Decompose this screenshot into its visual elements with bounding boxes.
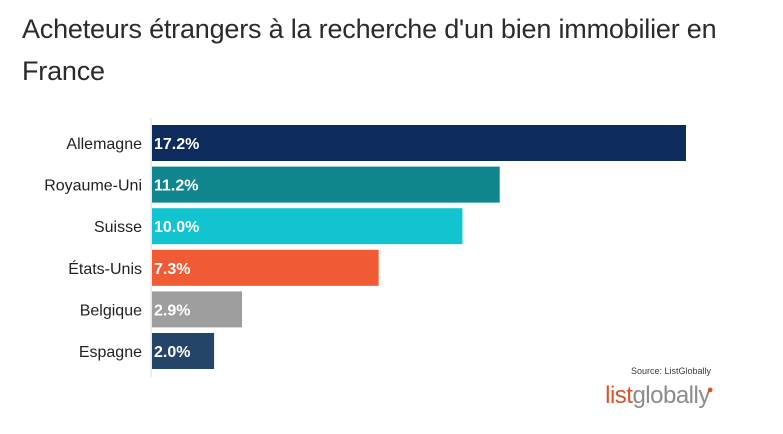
category-label-5: Espagne <box>79 344 142 361</box>
value-label-1: 11.2% <box>154 178 198 195</box>
category-label-1: Royaume-Uni <box>44 178 142 195</box>
source-note: Source: ListGlobally <box>630 366 711 376</box>
bar-3 <box>152 249 379 286</box>
logo-text-globally: globally <box>632 382 710 409</box>
location-pin-icon: ● <box>706 384 714 396</box>
chart-title: Acheteurs étrangers à la recherche d'un … <box>22 14 717 86</box>
logo-text-list: list <box>605 382 633 409</box>
bar-5 <box>152 333 215 369</box>
bar-2 <box>152 208 463 245</box>
bar-4 <box>152 291 243 328</box>
category-label-0: Allemagne <box>66 136 142 153</box>
value-label-3: 7.3% <box>154 261 190 278</box>
value-label-5: 2.0% <box>154 344 190 361</box>
bar-0 <box>152 125 686 161</box>
value-label-2: 10.0% <box>154 219 199 236</box>
value-label-0: 17.2% <box>154 136 199 153</box>
bar-1 <box>152 166 500 203</box>
value-label-4: 2.9% <box>154 302 190 319</box>
category-label-2: Suisse <box>94 219 142 236</box>
category-label-3: États-Unis <box>68 259 142 278</box>
category-label-4: Belgique <box>80 302 142 319</box>
listglobally-logo: listglobally● <box>605 382 713 410</box>
